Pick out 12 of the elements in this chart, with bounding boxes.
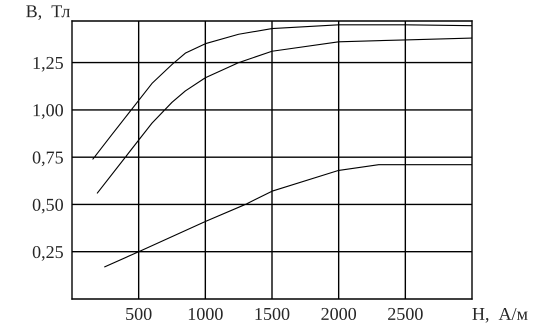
y-tick-label: 0,50: [32, 198, 63, 214]
y-tick-label: 1,00: [34, 104, 63, 119]
y-tick-label: 0,75: [32, 151, 63, 166]
x-tick-label: 2000: [321, 308, 356, 320]
y-axis-title: В, Тл: [26, 5, 70, 20]
x-tick-label: 1500: [256, 308, 290, 320]
y-tick-label: 0,25: [32, 246, 63, 261]
x-tick-label: 2500: [388, 308, 423, 320]
x-tick-label: 1000: [188, 308, 223, 320]
x-tick-label: 500: [126, 308, 152, 320]
x-axis-title: Н, А/м: [472, 308, 528, 323]
y-tick-label: 1,25: [34, 56, 63, 72]
